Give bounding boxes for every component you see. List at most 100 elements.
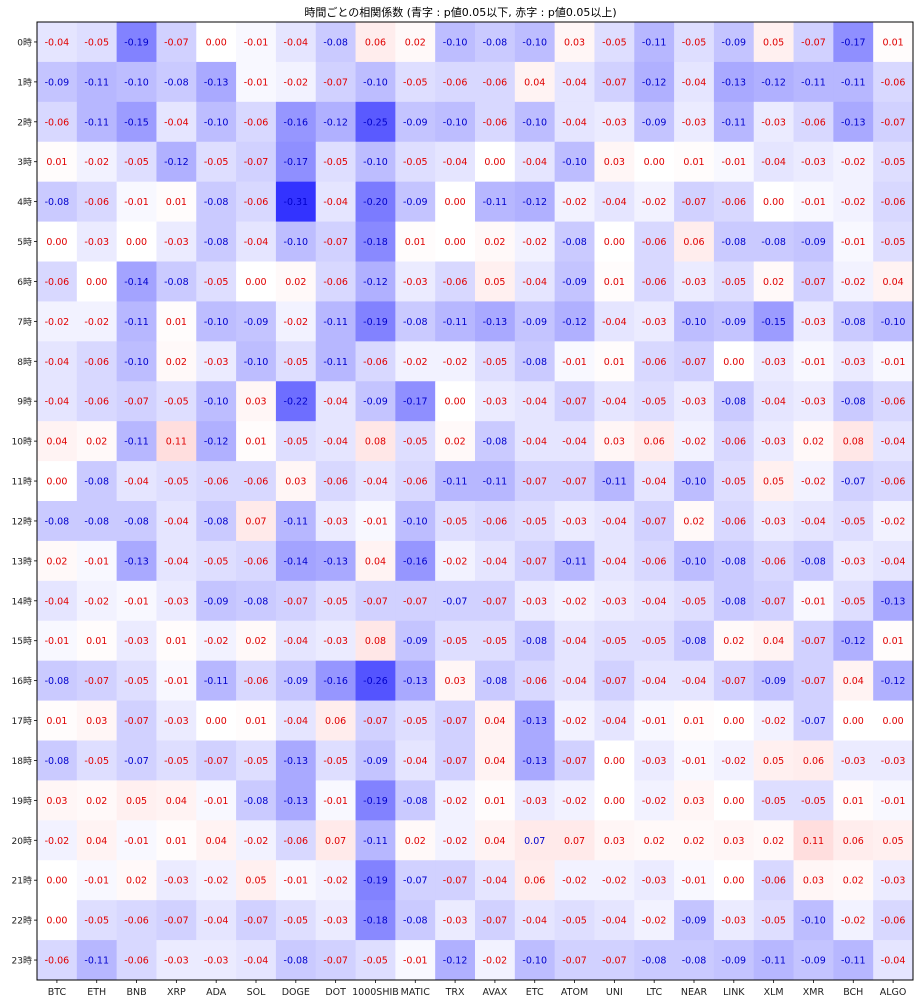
heatmap-cell: [395, 501, 436, 542]
heatmap-cell: [753, 900, 795, 941]
heatmap-cell: [395, 261, 436, 302]
heatmap-cell: [833, 381, 874, 422]
cell-value-label: -0.08: [84, 516, 109, 527]
cell-value-label: -0.10: [881, 317, 906, 328]
heatmap-cell: [634, 341, 675, 382]
heatmap-cell: [514, 22, 556, 63]
heatmap-cell: [833, 700, 874, 741]
heatmap-cell: [873, 660, 914, 702]
cell-value-label: -0.06: [124, 956, 149, 967]
heatmap-cell: [793, 860, 834, 901]
cell-value-label: -0.04: [562, 437, 587, 448]
cell-value-label: -0.07: [244, 157, 269, 168]
heatmap-cell: [275, 820, 317, 861]
cell-value-label: -0.02: [841, 277, 866, 288]
heatmap-cell: [554, 740, 595, 781]
heatmap-cell: [196, 940, 237, 981]
heatmap-cell: [355, 900, 396, 941]
heatmap-cell: [395, 341, 436, 382]
heatmap-cell: [514, 301, 556, 342]
cell-value-label: -0.06: [323, 277, 348, 288]
heatmap-cell: [594, 261, 635, 302]
cell-value-label: -0.07: [363, 716, 388, 727]
heatmap-cell: [315, 61, 357, 103]
heatmap-cell: [475, 900, 516, 941]
heatmap-cell: [793, 820, 834, 861]
cell-value-label: 0.02: [723, 636, 744, 647]
cell-value-label: 0.01: [484, 796, 505, 807]
cell-value-label: -0.07: [562, 956, 587, 967]
cell-value-label: 0.06: [683, 237, 704, 248]
heatmap-cell: [594, 101, 635, 143]
cell-value-label: -0.02: [642, 916, 667, 927]
x-tick-label: XMR: [803, 987, 825, 998]
heatmap-cell: [475, 61, 516, 103]
cell-value-label: -0.04: [45, 596, 70, 607]
cell-value-label: -0.04: [323, 397, 348, 408]
cell-value-label: -0.18: [363, 237, 388, 248]
heatmap-cell: [793, 181, 834, 223]
heatmap-cell: [116, 900, 157, 941]
heatmap-cell: [315, 940, 357, 981]
cell-value-label: -0.06: [881, 397, 906, 408]
y-tick-label: 23時: [12, 956, 32, 967]
cell-value-label: -0.14: [284, 556, 309, 567]
heatmap-cell: [674, 501, 715, 542]
heatmap-cell: [275, 501, 317, 542]
heatmap-cell: [196, 301, 237, 342]
cell-value-label: -0.08: [841, 317, 866, 328]
y-axis: 0時 1時 2時 3時 4時 5時 6時 7時 8時 9時 10時 11時 12時 13時 14時 15時 16…: [12, 37, 37, 967]
x-tick-label: BTC: [48, 987, 67, 998]
heatmap-cell: [275, 660, 317, 702]
heatmap-cell: [594, 221, 635, 262]
heatmap-cell: [37, 421, 78, 462]
heatmap-cell: [514, 181, 556, 223]
heatmap-cell: [315, 501, 357, 542]
heatmap-cell: [833, 900, 874, 941]
heatmap-cell: [275, 421, 317, 462]
heatmap-cell: [236, 341, 277, 382]
heatmap-cell: [355, 700, 396, 741]
heatmap-cell: [475, 740, 516, 781]
cell-value-label: -0.05: [363, 956, 388, 967]
cell-value-label: 0.02: [405, 836, 426, 847]
heatmap-cell: [275, 461, 317, 502]
heatmap-cell: [116, 740, 157, 781]
heatmap-cell: [713, 381, 755, 422]
heatmap-cell: [435, 660, 476, 702]
heatmap-cell: [116, 501, 157, 542]
cell-value-label: 0.02: [405, 37, 426, 48]
cell-value-label: 0.03: [445, 676, 466, 687]
heatmap-cell: [435, 740, 476, 781]
cell-value-label: 0.02: [126, 876, 147, 887]
cell-value-label: 0.00: [644, 157, 665, 168]
cell-value-label: -0.19: [363, 317, 388, 328]
y-tick-label: 0時: [17, 37, 32, 48]
heatmap-cell: [674, 421, 715, 462]
cell-value-label: -0.05: [204, 556, 229, 567]
heatmap-cell: [514, 740, 556, 781]
heatmap-cell: [793, 381, 834, 422]
cell-value-label: -0.09: [403, 636, 428, 647]
heatmap-cell: [475, 141, 516, 183]
heatmap-cell: [196, 700, 237, 741]
cell-value-label: -0.02: [443, 556, 468, 567]
cell-value-label: -0.12: [642, 77, 667, 88]
cell-value-label: -0.12: [761, 77, 786, 88]
heatmap-cell: [674, 101, 715, 143]
heatmap-cell: [674, 740, 715, 781]
heatmap-cell: [116, 700, 157, 741]
cell-value-label: -0.05: [881, 237, 906, 248]
heatmap-cell: [315, 421, 357, 462]
cell-value-label: 0.06: [843, 836, 864, 847]
heatmap-cell: [634, 900, 675, 941]
heatmap-cell: [236, 501, 277, 542]
heatmap-cell: [873, 780, 914, 821]
heatmap-cell: [713, 820, 755, 861]
cell-value-label: -0.01: [682, 876, 707, 887]
cell-value-label: 0.00: [46, 916, 67, 927]
heatmap-cell: [554, 860, 595, 901]
heatmap-cell: [196, 141, 237, 183]
cell-value-label: -0.02: [562, 796, 587, 807]
heatmap-cell: [37, 900, 78, 941]
